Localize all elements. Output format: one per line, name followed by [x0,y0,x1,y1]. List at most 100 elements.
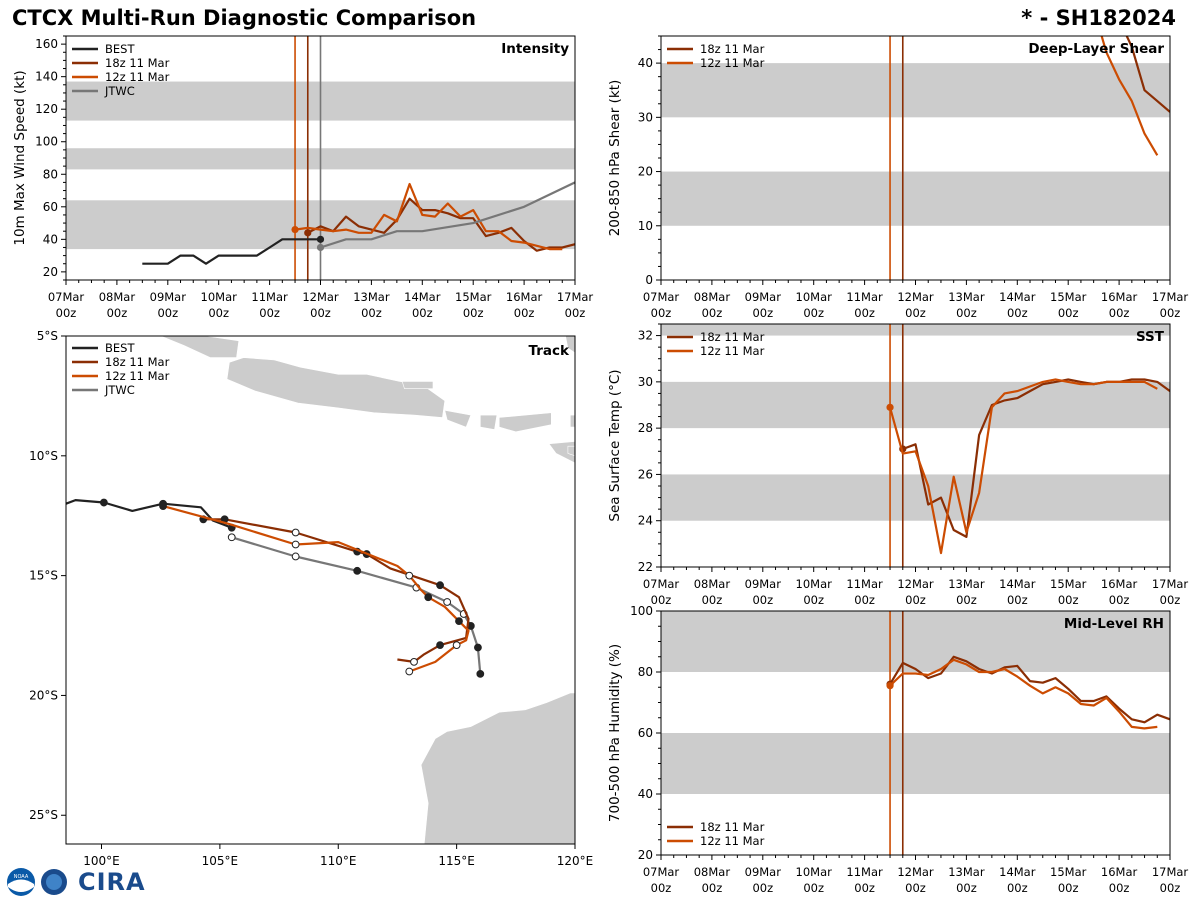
x-tick-label-hour: 00z [956,593,977,607]
x-tick-label-hour: 00z [905,593,926,607]
x-tick-label-date: 12Mar [897,577,934,591]
land-madura [401,381,434,390]
plot-area [661,36,1170,280]
y-tick-label: 20 [638,165,653,179]
x-tick-label-hour: 00z [803,881,824,895]
x-tick-label-hour: 00z [956,306,977,320]
x-tick-label-date: 17Mar [1152,577,1189,591]
track-position-marker [452,641,461,650]
y-tick-label: 22 [638,560,653,574]
x-tick-label-date: 12Mar [897,865,934,879]
x-tick-label-date: 11Mar [846,290,883,304]
x-tick-label-date: 07Mar [643,865,680,879]
x-tick-label-hour: 00z [412,306,433,320]
x-tick-label-date: 08Mar [694,290,731,304]
x-tick-label-date: 09Mar [150,290,187,304]
x-tick-label-hour: 00z [803,593,824,607]
y-tick-label: 10 [638,219,653,233]
noaa-seal-text: NOAA [14,874,29,880]
x-tick-label-hour: 00z [752,881,773,895]
series-start-marker [886,682,894,690]
y-axis-label: Sea Surface Temp (°C) [607,369,623,521]
x-tick-label-date: 09Mar [745,577,782,591]
legend-entry: 12z 11 Mar [105,70,170,84]
x-tick-label-date: 13Mar [353,290,390,304]
land-sumbawa [498,412,552,433]
x-tick-label-hour: 00z [752,593,773,607]
plot-area [66,36,575,280]
y-tick-label: 28 [638,421,653,435]
track-position-marker [424,593,433,602]
lat-tick-label: 20°S [29,688,58,702]
series-start-marker [886,403,894,411]
track-position-marker [474,643,482,652]
y-tick-label: 40 [638,56,653,70]
y-tick-label: 40 [43,232,58,246]
land-bali [444,409,472,428]
x-tick-label-hour: 00z [1160,306,1181,320]
x-tick-label-hour: 00z [1160,881,1181,895]
shaded-band-0 [661,171,1170,226]
x-tick-label-hour: 00z [702,593,723,607]
x-tick-label-date: 10Mar [201,290,238,304]
track-position-marker [476,669,485,678]
x-tick-label-hour: 00z [361,306,382,320]
land-lombok [479,414,498,430]
track-position-marker [436,641,444,650]
series-line-18z-11-mar [1125,36,1170,113]
track-position-marker [291,528,300,537]
x-tick-label-hour: 00z [56,306,77,320]
series-line-best [142,238,321,265]
panel-title: Track [529,343,570,359]
series-line-12z-11-mar [1100,36,1159,156]
lon-tick-label: 120°E [557,854,594,868]
y-tick-label: 60 [638,726,653,740]
lon-tick-label: 105°E [202,854,239,868]
series-line-18z-11-mar [889,655,1170,724]
x-tick-label-hour: 00z [565,306,586,320]
x-tick-label-date: 14Mar [999,865,1036,879]
x-tick-label-hour: 00z [905,306,926,320]
x-tick-label-date: 16Mar [1101,577,1138,591]
y-tick-label: 100 [630,604,653,618]
track-line-best [66,499,233,529]
x-tick-label-date: 15Mar [455,290,492,304]
x-tick-label-date: 17Mar [557,290,594,304]
lat-tick-label: 10°S [29,449,58,463]
x-tick-label-date: 12Mar [897,290,934,304]
chart-title: CTCX Multi-Run Diagnostic Comparison [12,6,477,30]
y-axis-label: 200-850 hPa Shear (kt) [607,80,623,237]
map-frame [65,335,576,845]
x-tick-label-hour: 00z [1007,881,1028,895]
y-tick-label: 0 [645,273,653,287]
x-tick-label-date: 13Mar [948,865,985,879]
lon-tick-label: 115°E [438,854,475,868]
x-tick-label-date: 07Mar [643,577,680,591]
series-line-jtwc [320,181,575,249]
legend-entry: 18z 11 Mar [700,820,765,834]
series-start-marker [316,243,325,252]
track-position-marker [405,667,414,676]
x-tick-label-hour: 00z [157,306,178,320]
x-tick-label-date: 13Mar [948,290,985,304]
land-sulawesi-edge [565,336,575,354]
x-tick-label-hour: 00z [803,306,824,320]
x-tick-label-hour: 00z [1109,593,1130,607]
x-tick-label-date: 13Mar [948,577,985,591]
panel-title: Intensity [501,41,569,57]
x-tick-label-date: 10Mar [796,290,833,304]
series-line-18z-11-mar [307,197,575,252]
land-sumatra-tip [160,336,240,358]
x-tick-label-hour: 00z [310,306,331,320]
x-tick-label-hour: 00z [702,881,723,895]
x-tick-label-date: 15Mar [1050,577,1087,591]
y-tick-label: 30 [638,375,653,389]
shaded-band-2 [661,324,1170,336]
x-tick-label-date: 17Mar [1152,290,1189,304]
legend-entry: 12z 11 Mar [700,344,765,358]
y-tick-label: 60 [43,200,58,214]
x-tick-label-hour: 00z [1160,593,1181,607]
